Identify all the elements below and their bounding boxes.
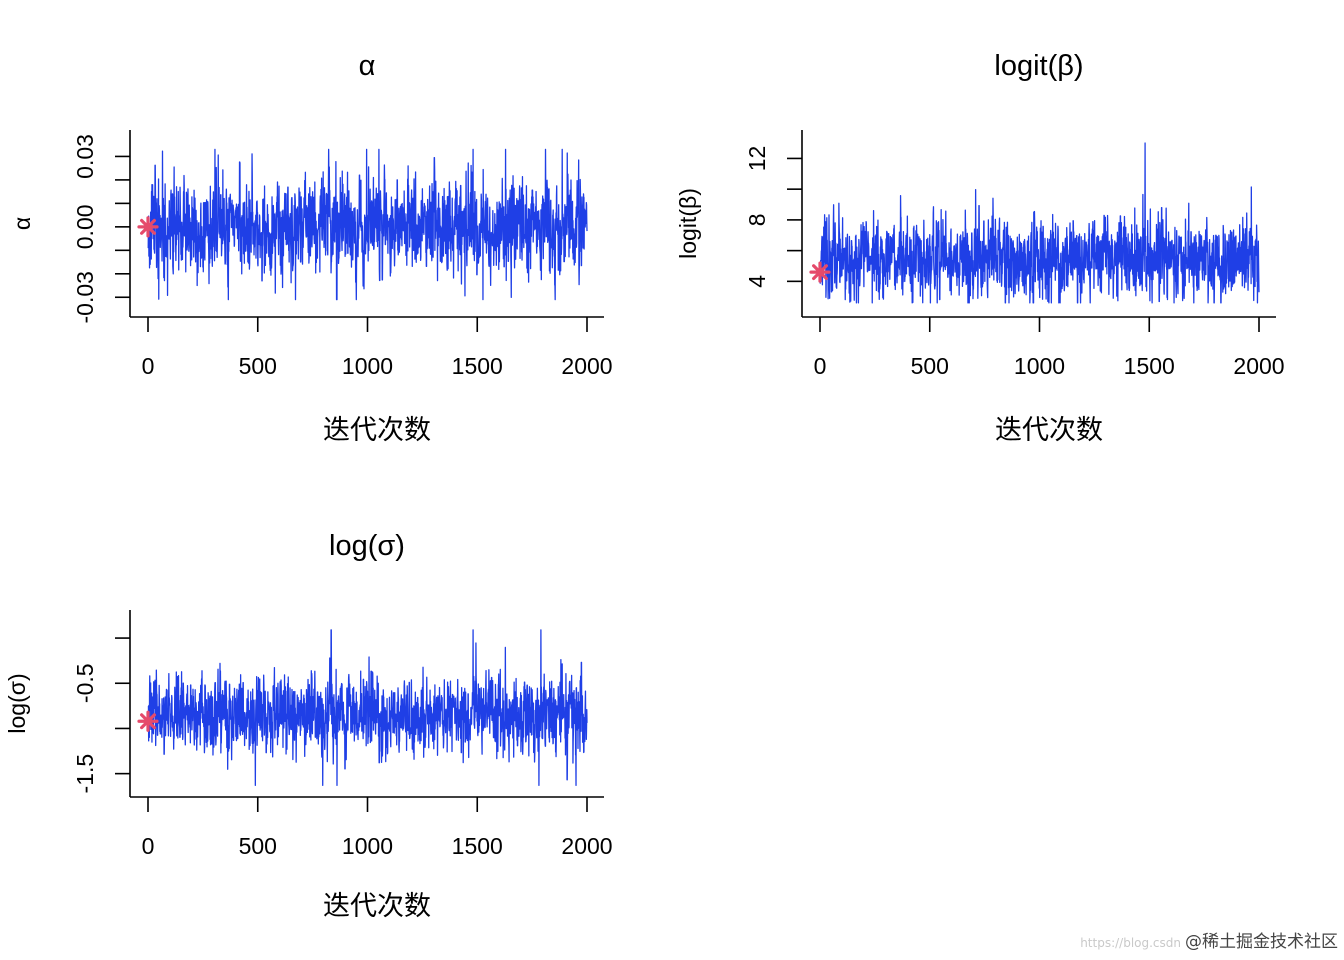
x-axis-title: 迭代次数	[323, 415, 431, 446]
start-point-marker	[809, 261, 831, 283]
x-tick-label: 0	[142, 833, 155, 859]
trace-panel-2: logit(β) 0 500 1000 1500 2000 4 8 12 迭代次数 logit(β)	[675, 50, 1285, 446]
start-point-marker	[137, 710, 159, 732]
x-tick-label: 1000	[342, 353, 393, 379]
x-tick-label: 2000	[561, 353, 612, 379]
trace-panel-1: α 0 500 1000 1500 2000 -0.03 0.00 0.03 迭代次数 α	[9, 50, 613, 446]
x-tick-label: 500	[911, 353, 949, 379]
y-axis-title: log(σ)	[4, 673, 30, 733]
x-axis-title: 迭代次数	[323, 891, 431, 922]
x-tick-label: 1500	[452, 353, 503, 379]
x-axis-title: 迭代次数	[995, 415, 1103, 446]
y-tick-label: 0.00	[72, 204, 98, 249]
x-tick-label: 500	[239, 833, 277, 859]
y-tick-label: 8	[744, 213, 770, 226]
x-tick-label: 0	[814, 353, 827, 379]
y-tick-label: -1.5	[72, 754, 98, 794]
start-point-marker	[137, 216, 159, 238]
y-tick-label: 4	[744, 275, 770, 288]
x-tick-label: 1500	[452, 833, 503, 859]
panel-title: logit(β)	[994, 50, 1083, 82]
x-tick-label: 2000	[1233, 353, 1284, 379]
x-tick-label: 1000	[342, 833, 393, 859]
y-tick-label: -0.5	[72, 663, 98, 703]
trace-series-line	[147, 629, 588, 787]
trace-panel-3: log(σ) 0 500 1000 1500 2000 -0.5 -1.5 迭代次数 log(σ)	[4, 530, 613, 922]
x-tick-label: 500	[239, 353, 277, 379]
y-tick-label: -0.03	[72, 271, 98, 323]
panel-title: log(σ)	[329, 530, 405, 562]
x-tick-label: 2000	[561, 833, 612, 859]
y-axis-title: α	[9, 217, 35, 230]
y-axis-title: logit(β)	[675, 188, 701, 259]
watermark: https://blog.csdn @稀土掘金技术社区	[1080, 927, 1338, 952]
panel-title: α	[359, 50, 376, 82]
watermark-url: https://blog.csdn	[1080, 936, 1181, 950]
y-tick-label: 0.03	[72, 134, 98, 179]
x-tick-label: 0	[142, 353, 155, 379]
trace-series-line	[819, 142, 1260, 304]
watermark-text: @稀土掘金技术社区	[1185, 932, 1338, 952]
x-tick-label: 1000	[1014, 353, 1065, 379]
trace-series-line	[147, 148, 588, 301]
x-tick-label: 1500	[1124, 353, 1175, 379]
y-tick-label: 12	[744, 146, 770, 172]
